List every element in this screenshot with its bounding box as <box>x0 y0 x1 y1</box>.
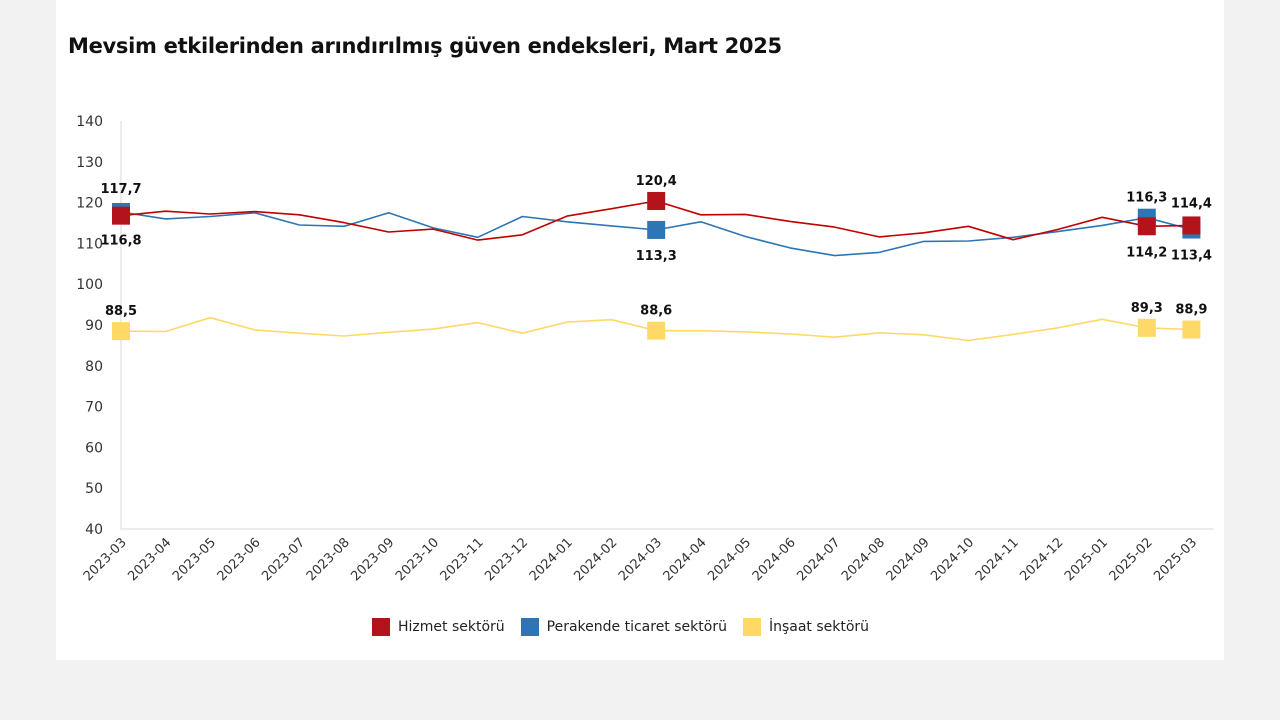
x-tick-label: 2024-03 <box>616 535 665 584</box>
x-tick-label: 2024-09 <box>884 535 933 584</box>
legend-swatch-hizmet <box>372 618 390 636</box>
x-tick-label: 2024-04 <box>661 535 710 584</box>
x-tick-label: 2025-02 <box>1107 535 1156 584</box>
data-label-s1: 113,4 <box>1171 249 1212 264</box>
data-marker-s1 <box>647 220 666 239</box>
x-tick-label: 2024-06 <box>750 535 799 584</box>
x-tick-label: 2024-10 <box>928 535 977 584</box>
data-label-s0: 116,8 <box>100 234 141 249</box>
x-tick-label: 2023-05 <box>170 535 219 584</box>
y-tick-label: 70 <box>85 400 103 416</box>
x-tick-label: 2023-06 <box>215 535 264 584</box>
y-tick-label: 80 <box>85 359 103 375</box>
data-marker-s2 <box>647 321 666 340</box>
y-tick-label: 50 <box>85 481 103 497</box>
data-marker-s0 <box>1137 217 1156 236</box>
x-tick-label: 2023-08 <box>304 535 353 584</box>
y-tick-label: 130 <box>76 155 103 171</box>
x-tick-label: 2024-02 <box>571 535 620 584</box>
x-tick-label: 2023-09 <box>348 535 397 584</box>
line-chart: 4050607080901001101201301402023-032023-0… <box>76 114 1214 584</box>
chart-card: Mevsim etkilerinden arındırılmış güven e… <box>56 0 1224 660</box>
x-tick-label: 2024-01 <box>527 535 576 584</box>
data-label-s0: 120,4 <box>636 174 677 189</box>
x-tick-label: 2024-05 <box>705 535 754 584</box>
legend-item-perakende[interactable]: Perakende ticaret sektörü <box>520 618 727 636</box>
legend-label-hizmet: Hizmet sektörü <box>398 619 505 635</box>
x-tick-label: 2023-07 <box>259 535 308 584</box>
legend-item-insaat[interactable]: İnşaat sektörü <box>742 618 870 636</box>
data-marker-s0 <box>1182 216 1201 235</box>
y-tick-label: 140 <box>76 114 103 130</box>
data-label-s2: 88,6 <box>640 304 672 319</box>
legend-label-insaat: İnşaat sektörü <box>768 619 870 635</box>
y-tick-label: 110 <box>76 236 103 252</box>
x-tick-label: 2024-08 <box>839 535 888 584</box>
data-label-s2: 88,5 <box>105 304 137 319</box>
x-tick-label: 2024-12 <box>1017 535 1066 584</box>
data-marker-s2 <box>1137 318 1156 337</box>
x-tick-label: 2024-11 <box>973 535 1022 584</box>
x-tick-label: 2023-04 <box>125 535 174 584</box>
y-tick-label: 40 <box>85 522 103 538</box>
y-tick-label: 100 <box>76 277 103 293</box>
y-tick-label: 120 <box>76 196 103 212</box>
data-label-s1: 113,3 <box>636 249 677 264</box>
x-tick-label: 2025-03 <box>1151 535 1200 584</box>
legend-item-hizmet[interactable]: Hizmet sektörü <box>372 618 505 636</box>
data-label-s0: 114,4 <box>1171 196 1212 211</box>
y-tick-label: 60 <box>85 440 103 456</box>
data-marker-s2 <box>1182 320 1201 339</box>
y-tick-label: 90 <box>85 318 103 334</box>
x-tick-label: 2024-07 <box>794 535 843 584</box>
chart-legend: Hizmet sektörü Perakende ticaret sektörü… <box>372 618 869 636</box>
legend-swatch-insaat <box>742 618 761 636</box>
legend-swatch-perakende <box>520 618 539 636</box>
data-label-s1: 116,3 <box>1126 191 1167 206</box>
data-marker-s0 <box>112 206 130 225</box>
data-label-s2: 88,9 <box>1175 302 1207 317</box>
data-label-s0: 114,2 <box>1126 245 1167 260</box>
data-marker-s0 <box>647 191 666 210</box>
x-tick-label: 2023-12 <box>482 535 531 584</box>
x-tick-label: 2023-11 <box>438 535 487 584</box>
chart-title: Mevsim etkilerinden arındırılmış güven e… <box>68 34 782 58</box>
data-label-s1: 117,7 <box>100 182 141 197</box>
x-tick-label: 2025-01 <box>1062 535 1111 584</box>
data-marker-s2 <box>112 322 130 341</box>
x-tick-label: 2023-03 <box>81 535 130 584</box>
data-label-s2: 89,3 <box>1131 301 1163 316</box>
x-tick-label: 2023-10 <box>393 535 442 584</box>
legend-label-perakende: Perakende ticaret sektörü <box>546 619 727 635</box>
